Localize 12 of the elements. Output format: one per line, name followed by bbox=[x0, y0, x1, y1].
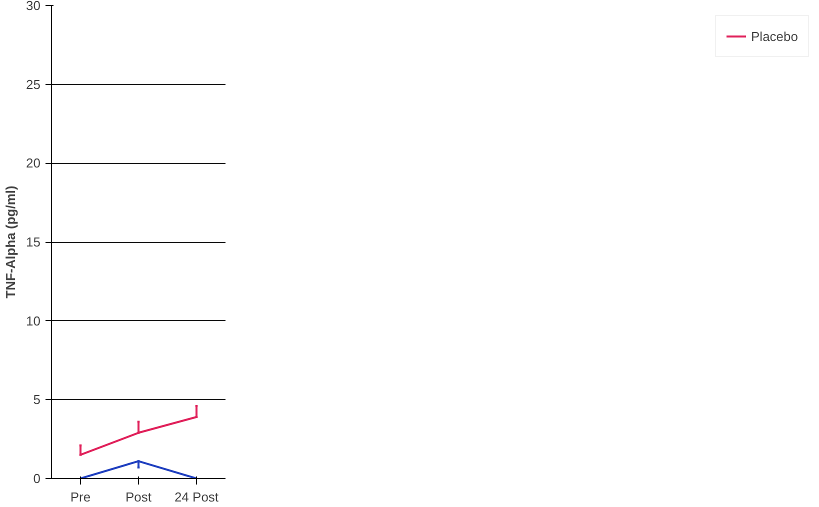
x-tick-label: 24 Post bbox=[174, 490, 219, 504]
y-tick-label: 5 bbox=[33, 392, 41, 408]
y-tick-label: 15 bbox=[26, 234, 41, 250]
legend-label: Placebo bbox=[751, 28, 798, 44]
x-tick-label: Pre bbox=[70, 490, 91, 504]
y-tick-label: 30 bbox=[26, 0, 41, 13]
y-tick-label: 0 bbox=[33, 471, 41, 486]
y-axis-title: TNF-Alpha (pg/ml) bbox=[3, 186, 18, 298]
y-tick-label: 10 bbox=[26, 313, 41, 328]
y-tick-label: 25 bbox=[26, 76, 41, 92]
y-tick-label: 20 bbox=[26, 156, 41, 171]
x-tick-label: Post bbox=[125, 490, 152, 504]
